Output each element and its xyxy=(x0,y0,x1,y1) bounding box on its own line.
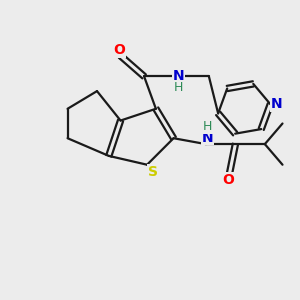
Text: O: O xyxy=(222,173,234,187)
Text: N: N xyxy=(173,69,185,83)
Text: H: H xyxy=(203,120,212,133)
Text: S: S xyxy=(148,165,158,179)
Text: O: O xyxy=(113,44,125,58)
Text: N: N xyxy=(271,97,283,111)
Text: H: H xyxy=(174,81,184,94)
Text: N: N xyxy=(202,130,213,145)
